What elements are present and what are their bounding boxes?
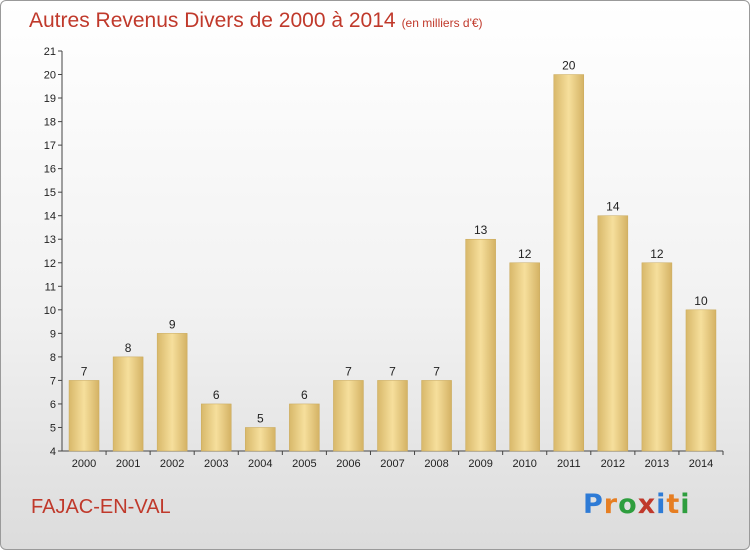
bar-2000[interactable] (68, 380, 100, 452)
y-tick-label: 14 (44, 211, 56, 223)
y-tick-label: 11 (45, 281, 56, 293)
y-tick-label: 18 (44, 117, 56, 129)
y-tick-label: 6 (50, 399, 56, 411)
y-tick: 12 (44, 258, 62, 270)
bar-2006[interactable] (333, 380, 364, 452)
y-tick: 18 (44, 117, 62, 129)
x-tick-label: 2001 (116, 458, 140, 470)
bar-2003[interactable] (200, 403, 232, 452)
data-label-2009: 13 (474, 223, 488, 237)
y-tick: 13 (44, 234, 62, 246)
bar-2011[interactable] (553, 74, 585, 452)
y-tick: 7 (50, 375, 62, 387)
x-tick-label: 2005 (292, 458, 316, 470)
y-tick: 6 (50, 399, 62, 411)
bar-2013[interactable] (641, 262, 673, 452)
y-tick: 21 (44, 46, 62, 58)
y-tick: 15 (44, 187, 62, 199)
y-tick-label: 9 (50, 328, 56, 340)
x-tick-label: 2010 (512, 458, 536, 470)
data-label-2004: 5 (257, 411, 264, 425)
bar-2004[interactable] (245, 427, 276, 452)
proxiti-logo[interactable]: Proxiti (583, 489, 691, 520)
bar-2009[interactable] (465, 238, 496, 452)
logo-letter: x (637, 489, 657, 520)
y-tick: 5 (50, 422, 62, 434)
data-label-2012: 14 (606, 200, 620, 214)
y-tick-label: 12 (44, 258, 56, 270)
x-tick-label: 2006 (336, 458, 360, 470)
y-tick-label: 19 (44, 93, 56, 105)
x-tick-label: 2007 (380, 458, 404, 470)
y-tick-label: 21 (44, 46, 56, 58)
x-tick-label: 2000 (72, 458, 96, 470)
y-tick-label: 15 (44, 187, 56, 199)
data-label-2002: 9 (169, 317, 176, 331)
y-tick: 4 (50, 446, 62, 458)
x-tick-label: 2002 (160, 458, 184, 470)
y-tick-label: 17 (44, 140, 56, 152)
bar-2002[interactable] (156, 333, 188, 452)
unit-note: (en milliers d'€) (401, 16, 483, 30)
x-tick-label: 2012 (601, 458, 625, 470)
y-tick-label: 16 (44, 164, 56, 176)
bar-2010[interactable] (509, 262, 540, 452)
bar-2014[interactable] (685, 309, 717, 452)
bar-2008[interactable] (421, 380, 452, 452)
x-tick-label: 2011 (557, 458, 581, 470)
data-label-2010: 12 (518, 247, 532, 261)
bar-2005[interactable] (289, 403, 320, 452)
data-label-2005: 6 (301, 388, 308, 402)
bar-2012[interactable] (597, 215, 629, 452)
x-tick-label: 2004 (248, 458, 272, 470)
title-text: Autres Revenus Divers de 2000 à 2014 (29, 9, 396, 32)
x-tick-label: 2009 (468, 458, 492, 470)
data-label-2013: 12 (650, 247, 664, 261)
chart-title: Autres Revenus Divers de 2000 à 2014 (en … (29, 9, 483, 33)
data-label-2000: 7 (81, 364, 88, 378)
y-tick: 16 (44, 164, 62, 176)
data-label-2008: 7 (433, 364, 440, 378)
bar-2001[interactable] (112, 356, 144, 452)
place-name: FAJAC-EN-VAL (31, 496, 171, 518)
bar-2007[interactable] (377, 380, 408, 452)
logo-letter: t (666, 489, 681, 520)
logo-letter: P (583, 489, 604, 520)
x-tick-label: 2014 (689, 458, 713, 470)
logo-letter: i (656, 489, 667, 520)
y-tick-label: 10 (44, 305, 56, 317)
y-tick-label: 13 (44, 234, 56, 246)
data-label-2006: 7 (345, 364, 352, 378)
y-tick: 11 (45, 281, 62, 293)
x-tick-label: 2013 (645, 458, 669, 470)
logo-letter: o (618, 489, 638, 520)
y-tick-label: 20 (44, 70, 56, 82)
y-tick: 8 (50, 352, 62, 364)
data-label-2011: 20 (562, 59, 576, 73)
y-tick: 10 (44, 305, 62, 317)
data-label-2014: 10 (694, 294, 708, 308)
y-tick-label: 7 (50, 375, 56, 387)
y-tick: 14 (44, 211, 62, 223)
data-label-2007: 7 (389, 364, 396, 378)
logo-letter: r (603, 489, 619, 520)
x-tick-label: 2003 (204, 458, 228, 470)
y-tick-label: 8 (50, 352, 56, 364)
y-tick-label: 4 (50, 446, 56, 458)
y-tick-label: 5 (50, 422, 56, 434)
data-label-2001: 8 (125, 341, 132, 355)
x-tick-label: 2008 (424, 458, 448, 470)
y-tick: 17 (44, 140, 62, 152)
y-tick: 9 (50, 328, 62, 340)
data-label-2003: 6 (213, 388, 220, 402)
y-tick: 19 (44, 93, 62, 105)
y-tick: 20 (44, 70, 62, 82)
logo-letter: i (680, 489, 691, 520)
